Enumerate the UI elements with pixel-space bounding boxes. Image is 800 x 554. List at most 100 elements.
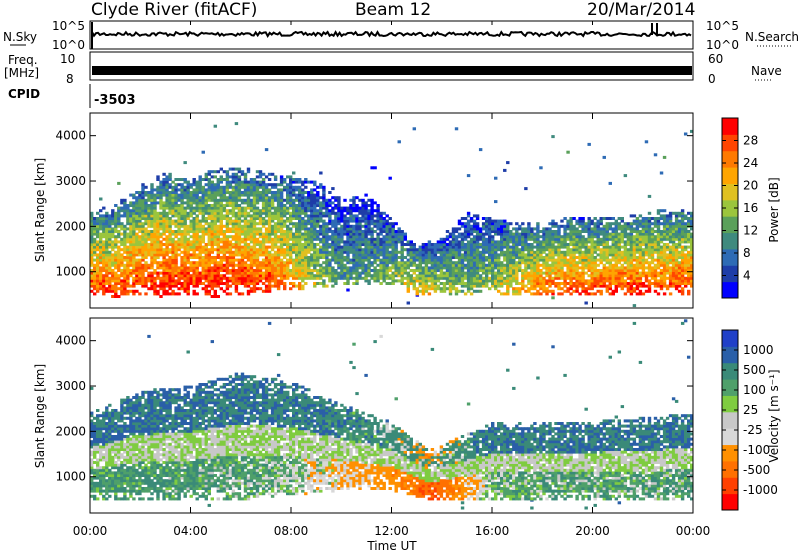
heatmap-cell: [261, 209, 266, 213]
heatmap-cell: [114, 224, 118, 228]
heatmap-cell: [183, 227, 187, 231]
heatmap-cell: [488, 266, 492, 270]
heatmap-cell: [198, 230, 202, 233]
heatmap-cell: [385, 230, 389, 233]
heatmap-cell: [331, 253, 335, 257]
heatmap-cell: [249, 287, 254, 291]
heatmap-cell: [469, 282, 474, 285]
heatmap-cell: [325, 227, 329, 231]
heatmap-cell: [283, 263, 287, 267]
heatmap-cell: [144, 269, 148, 272]
heatmap-cell: [334, 227, 338, 231]
heatmap-cell: [186, 232, 190, 236]
heatmap-cell: [183, 263, 187, 267]
heatmap-cell: [584, 287, 588, 291]
heatmap-cell: [195, 201, 199, 205]
heatmap-cell: [361, 204, 365, 207]
heatmap-cell: [310, 261, 314, 265]
heatmap-cell: [168, 193, 172, 197]
heatmap-cell: [319, 274, 323, 278]
heatmap-cell: [225, 219, 230, 223]
heatmap-cell: [542, 245, 546, 249]
heatmap-cell: [120, 282, 124, 285]
heatmap-cell: [313, 188, 317, 192]
heatmap-cell: [527, 230, 531, 233]
heatmap-cell: [183, 287, 187, 291]
heatmap-cell: [147, 204, 151, 207]
heatmap-cell: [587, 256, 591, 259]
heatmap-cell: [120, 289, 124, 293]
heatmap-cell: [192, 224, 196, 228]
heatmap-cell: [382, 245, 386, 249]
heatmap-cell: [563, 282, 567, 285]
heatmap-cell: [316, 282, 320, 285]
heatmap-cell: [319, 271, 323, 275]
heatmap-cell: [424, 266, 429, 270]
heatmap-cell: [533, 256, 537, 259]
heatmap-cell: [403, 232, 407, 236]
heatmap-cell: [162, 256, 166, 259]
heatmap-cell: [316, 243, 320, 246]
heatmap-cell: [126, 282, 130, 285]
heatmap-cell: [439, 276, 444, 280]
heatmap-cell: [575, 256, 579, 259]
heatmap-cell: [147, 271, 151, 275]
heatmap-cell: [267, 269, 272, 272]
heatmap-cell: [494, 250, 498, 254]
heatmap-cell: [322, 266, 326, 270]
heatmap-cell: [554, 230, 558, 233]
heatmap-cell: [286, 217, 290, 220]
heatmap-cell: [207, 178, 211, 181]
heatmap-cell: [183, 235, 187, 239]
heatmap-cell: [391, 261, 395, 265]
heatmap-cell: [141, 248, 145, 252]
heatmap-cell: [512, 289, 516, 293]
heatmap-cell: [376, 222, 380, 226]
heatmap-cell: [123, 289, 127, 293]
heatmap-cell: [126, 253, 130, 257]
heatmap-cell: [276, 258, 281, 262]
heatmap-cell: [120, 248, 124, 252]
heatmap-cell: [261, 183, 266, 187]
heatmap-cell: [569, 230, 573, 233]
heatmap-cell: [258, 245, 263, 249]
heatmap-cell: [159, 183, 163, 187]
heatmap-cell: [96, 263, 100, 267]
heatmap-cell: [445, 261, 450, 265]
heatmap-cell: [542, 284, 546, 288]
heatmap-cell: [219, 274, 223, 278]
heatmap-cell: [195, 219, 199, 223]
heatmap-cell: [581, 224, 585, 228]
heatmap-cell: [123, 206, 127, 210]
heatmap-cell: [210, 271, 214, 275]
heatmap-cell: [304, 201, 308, 205]
heatmap-cell: [599, 284, 603, 288]
heatmap-cell: [228, 230, 233, 233]
heatmap-cell: [385, 237, 389, 241]
heatmap-cell: [138, 292, 142, 296]
heatmap-cell: [382, 230, 386, 233]
heatmap-cell: [219, 287, 223, 291]
heatmap-cell: [379, 266, 383, 270]
heatmap-cell: [216, 180, 220, 184]
heatmap-cell: [264, 287, 269, 291]
heatmap-cell: [156, 185, 160, 189]
heatmap-cell: [210, 258, 214, 262]
heatmap-cell: [385, 240, 389, 244]
heatmap-cell: [295, 204, 299, 207]
heatmap-cell: [563, 274, 567, 278]
heatmap-cell: [276, 237, 281, 241]
heatmap-cell: [463, 248, 468, 252]
heatmap-cell: [485, 258, 489, 262]
heatmap-cell: [234, 276, 239, 280]
heatmap-cell: [590, 292, 594, 296]
heatmap-cell: [581, 282, 585, 285]
heatmap-cell: [364, 269, 368, 272]
heatmap-cell: [286, 193, 290, 197]
heatmap-cell: [189, 235, 193, 239]
heatmap-cell: [298, 206, 302, 210]
heatmap-cell: [286, 191, 290, 194]
heatmap-cell: [527, 279, 531, 283]
heatmap-cell: [298, 209, 302, 213]
heatmap-cell: [512, 245, 516, 249]
